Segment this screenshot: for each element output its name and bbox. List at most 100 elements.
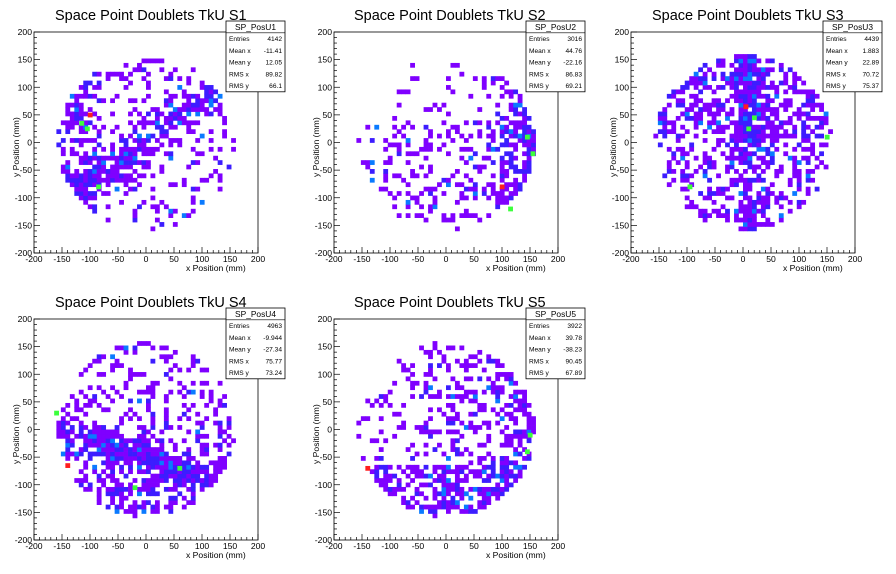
histogram-cell (450, 173, 456, 179)
histogram-cell (450, 124, 456, 130)
histogram-cell (154, 438, 160, 444)
histogram-cell (468, 155, 474, 161)
histogram-cell (110, 500, 115, 505)
histogram-cell (747, 67, 753, 73)
histogram-cell (222, 464, 227, 470)
histogram-cell (186, 76, 192, 81)
histogram-cell (481, 464, 487, 470)
histogram-cell (446, 385, 451, 391)
histogram-cell (751, 164, 757, 170)
histogram-cell (87, 398, 93, 404)
histogram-cell (738, 226, 744, 232)
histogram-cell (459, 146, 465, 152)
histogram-cell (734, 58, 739, 64)
histogram-cell (751, 222, 757, 227)
histogram-cell (114, 177, 120, 183)
histogram-cell (769, 182, 775, 188)
histogram-cell (428, 354, 433, 360)
histogram-cell (414, 76, 420, 81)
histogram-cell (190, 358, 196, 364)
histogram-cell (499, 195, 505, 201)
stats-label: Entries (529, 36, 550, 43)
histogram-cell (186, 478, 192, 483)
histogram-cell (428, 429, 433, 435)
histogram-cell (396, 464, 402, 470)
histogram-cell (437, 442, 442, 448)
histogram-cell (78, 429, 84, 435)
histogram-cell (481, 191, 487, 196)
histogram-cell (747, 155, 753, 161)
histogram-cell (508, 155, 514, 161)
histogram-cell (365, 124, 371, 130)
histogram-cell (472, 191, 478, 196)
histogram-cell (446, 420, 451, 426)
axis-ticks: -200-200-150-150-100-100-50-500050501001… (315, 314, 566, 551)
histogram-cell (83, 425, 89, 430)
histogram-cell (522, 107, 527, 112)
histogram-cell (87, 363, 93, 368)
histogram-cell (693, 85, 699, 90)
histogram-cell (684, 195, 690, 201)
histogram-cell (711, 111, 717, 117)
histogram-cell (428, 482, 433, 488)
histogram-cell (146, 464, 151, 470)
histogram-cell (181, 482, 187, 488)
histogram-cell (526, 164, 532, 170)
histogram-cell (96, 80, 102, 86)
histogram-cell (168, 464, 174, 470)
histogram-cell (778, 195, 784, 201)
histogram-cell (810, 93, 816, 99)
histogram-cell (517, 102, 523, 108)
histogram-cell (146, 402, 151, 408)
histogram-cell (159, 451, 165, 457)
histogram-cell (137, 451, 142, 457)
histogram-cell (769, 120, 775, 126)
histogram-cell (123, 380, 129, 386)
histogram-cell (446, 500, 451, 505)
histogram-cell (486, 120, 492, 126)
histogram-cell (96, 129, 102, 135)
histogram-cell (154, 58, 160, 64)
histogram-cell (450, 402, 456, 408)
histogram-cell (513, 186, 519, 192)
histogram-cell (195, 186, 201, 192)
histogram-cell (378, 478, 384, 483)
histogram-cell (101, 164, 107, 170)
histogram-cell (693, 115, 699, 121)
histogram-cell (720, 124, 726, 130)
histogram-cell (778, 204, 784, 210)
histogram-cell (472, 394, 478, 399)
histogram-cell (141, 146, 147, 152)
histogram-cell (459, 363, 465, 368)
histogram-cell (432, 429, 438, 435)
histogram-cell (671, 93, 677, 99)
histogram-cell (181, 213, 187, 218)
histogram-cell (199, 367, 205, 373)
histogram-cell (60, 146, 66, 152)
histogram-cell (141, 372, 147, 377)
histogram-cell (486, 464, 492, 470)
histogram-cell (751, 129, 757, 135)
histogram-cell (137, 416, 142, 422)
histogram-cell (743, 182, 748, 188)
histogram-cell (110, 447, 115, 452)
histogram-cell (396, 482, 402, 488)
histogram-cell (765, 164, 771, 170)
histogram-cell (414, 451, 420, 457)
histogram-cell (78, 107, 84, 112)
histogram-cell (526, 129, 532, 135)
histogram-cell (666, 164, 672, 170)
histogram-cell (517, 464, 523, 470)
histogram-cell (508, 107, 514, 112)
histogram-cell (56, 433, 62, 439)
histogram-cell (101, 478, 107, 483)
histogram-cell (204, 464, 210, 470)
histogram-cell (163, 98, 169, 104)
histogram-cell (468, 425, 474, 430)
histogram-cell (137, 438, 142, 444)
histogram-cell (199, 451, 205, 457)
histogram-cell (141, 142, 147, 148)
histogram-cell (150, 460, 156, 466)
histogram-cell (181, 469, 187, 475)
